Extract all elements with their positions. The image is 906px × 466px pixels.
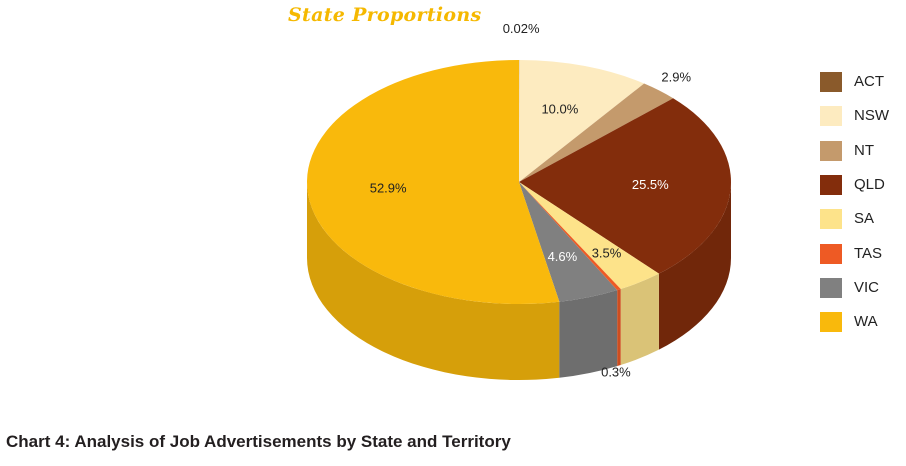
legend-label: QLD bbox=[854, 176, 885, 193]
legend-swatch bbox=[820, 244, 842, 264]
slice-label-act: 0.02% bbox=[503, 21, 540, 36]
legend-label: NT bbox=[854, 142, 874, 159]
legend-item-nt: NT bbox=[820, 141, 906, 161]
legend-swatch bbox=[820, 72, 842, 92]
slice-label-tas: 0.3% bbox=[601, 364, 631, 379]
legend-item-qld: QLD bbox=[820, 175, 906, 195]
slice-label-nt: 2.9% bbox=[661, 69, 691, 84]
legend-label: ACT bbox=[854, 73, 884, 90]
slice-label-sa: 3.5% bbox=[592, 245, 622, 260]
legend-item-nsw: NSW bbox=[820, 106, 906, 126]
pie-chart: 0.02% 10.0% 2.9% 25.5% 3.5% 0.3% 4.6% 52.9% bbox=[0, 0, 906, 430]
slice-label-vic: 4.6% bbox=[548, 249, 578, 264]
legend-item-vic: VIC bbox=[820, 278, 906, 298]
pie-side-sa bbox=[621, 274, 659, 365]
legend-label: SA bbox=[854, 210, 874, 227]
legend-swatch bbox=[820, 312, 842, 332]
legend-swatch bbox=[820, 278, 842, 298]
legend-item-tas: TAS bbox=[820, 244, 906, 264]
legend-swatch bbox=[820, 175, 842, 195]
legend-label: WA bbox=[854, 313, 878, 330]
legend-item-wa: WA bbox=[820, 312, 906, 332]
legend-label: NSW bbox=[854, 107, 889, 124]
legend-label: VIC bbox=[854, 279, 879, 296]
legend-label: TAS bbox=[854, 245, 882, 262]
pie-side-tas bbox=[617, 289, 621, 366]
slice-label-qld: 25.5% bbox=[632, 177, 669, 192]
slice-label-nsw: 10.0% bbox=[541, 102, 578, 117]
slice-label-wa: 52.9% bbox=[370, 181, 407, 196]
legend-item-sa: SA bbox=[820, 209, 906, 229]
chart-caption: Chart 4: Analysis of Job Advertisements … bbox=[6, 432, 511, 452]
legend-swatch bbox=[820, 106, 842, 126]
legend-swatch bbox=[820, 209, 842, 229]
legend-item-act: ACT bbox=[820, 72, 906, 92]
legend-swatch bbox=[820, 141, 842, 161]
